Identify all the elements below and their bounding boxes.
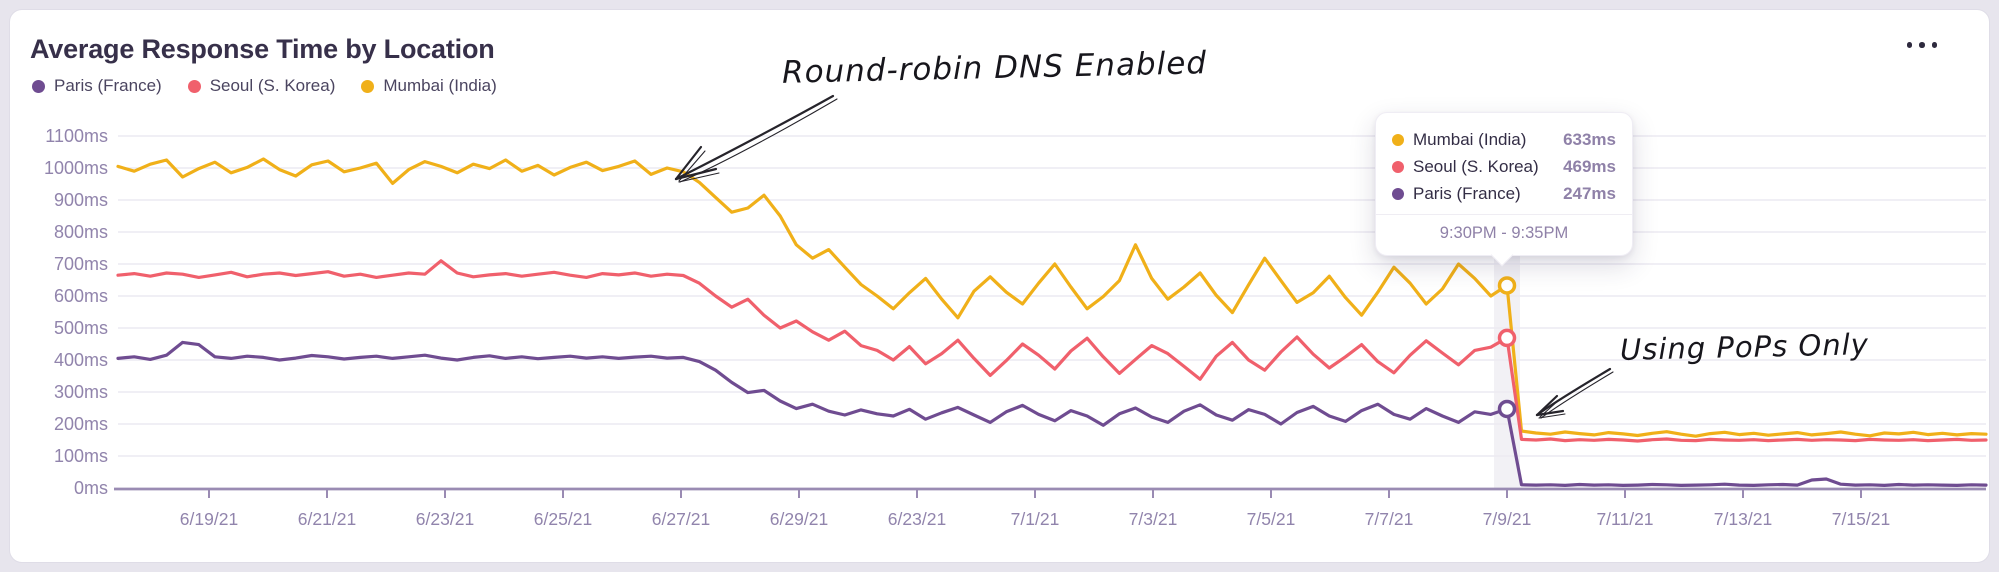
legend-label-mumbai: Mumbai (India): [383, 76, 497, 95]
annotation-arrow-dns-icon: [674, 94, 838, 183]
x-axis-tick-label: 6/29/21: [770, 509, 828, 529]
tooltip-divider: [1376, 214, 1632, 215]
y-axis-tick-label: 300ms: [54, 382, 108, 402]
more-options-button[interactable]: [1901, 36, 1944, 54]
x-axis-tick-label: 7/11/21: [1596, 509, 1653, 529]
tooltip-row-paris: Paris (France) 247ms: [1392, 180, 1616, 207]
x-axis-tick-label: 7/15/21: [1832, 509, 1890, 529]
tooltip-series-name: Seoul (S. Korea): [1413, 156, 1539, 176]
ellipsis-icon: [1931, 42, 1937, 48]
chart-tooltip: Mumbai (India) 633ms Seoul (S. Korea) 46…: [1375, 112, 1633, 267]
series-line-paris-france-[interactable]: [116, 340, 1988, 487]
tooltip-time-range: 9:30PM - 9:35PM: [1439, 224, 1569, 242]
y-axis-tick-label: 800ms: [54, 222, 108, 242]
legend-item-mumbai[interactable]: Mumbai (India): [361, 76, 497, 96]
x-axis-tick-label: 6/21/21: [298, 509, 356, 529]
tooltip-series-value: 469ms: [1563, 156, 1616, 176]
y-axis-tick-label: 0ms: [74, 478, 108, 498]
tooltip-dot-mumbai-icon: [1392, 133, 1404, 146]
y-axis-tick-label: 200ms: [54, 414, 108, 434]
x-axis-tick-label: 6/23/21: [888, 509, 946, 529]
x-axis-tick-label: 7/7/21: [1365, 509, 1414, 529]
y-axis-tick-label: 600ms: [54, 286, 108, 306]
tooltip-row-mumbai: Mumbai (India) 633ms: [1392, 126, 1616, 153]
legend-dot-mumbai-icon: [361, 79, 375, 93]
x-axis-tick-label: 7/13/21: [1714, 509, 1772, 529]
legend-dot-paris-icon: [32, 79, 45, 93]
legend-label-seoul: Seoul (S. Korea): [209, 76, 336, 95]
series-line-seoul-s-korea-[interactable]: [116, 259, 1988, 443]
highlight-marker-mumbai-india-[interactable]: [1497, 276, 1517, 295]
ellipsis-icon: [1906, 42, 1912, 48]
highlight-marker-seoul-s-korea-[interactable]: [1497, 328, 1517, 348]
legend-dot-seoul-icon: [187, 79, 201, 93]
y-axis-tick-label: 900ms: [54, 190, 108, 210]
chart-title: Average Response Time by Location: [30, 34, 495, 64]
x-axis-tick-label: 7/9/21: [1483, 509, 1532, 529]
y-axis-tick-label: 100ms: [54, 446, 108, 466]
x-axis-tick-label: 6/19/21: [180, 509, 238, 529]
legend-item-paris[interactable]: Paris (France): [32, 76, 162, 96]
y-axis-tick-label: 500ms: [54, 318, 108, 338]
x-axis-tick-label: 6/27/21: [652, 509, 710, 529]
tooltip-dot-paris-icon: [1392, 187, 1404, 200]
tooltip-row-seoul: Seoul (S. Korea) 469ms: [1392, 153, 1616, 180]
x-axis-tick-label: 7/3/21: [1129, 509, 1178, 529]
x-axis-tick-label: 7/5/21: [1247, 509, 1296, 529]
legend-item-seoul[interactable]: Seoul (S. Korea): [187, 76, 336, 96]
tooltip-series-value: 633ms: [1563, 129, 1616, 149]
series-line-mumbai-india-[interactable]: [116, 157, 1988, 438]
x-axis-tick-label: 6/23/21: [416, 509, 474, 529]
tooltip-dot-seoul-icon: [1392, 160, 1404, 173]
y-axis-tick-label: 1000ms: [44, 158, 108, 178]
annotation-arrow-pops-icon: [1535, 367, 1614, 419]
tooltip-series-name: Mumbai (India): [1413, 129, 1527, 149]
ellipsis-icon: [1919, 42, 1925, 48]
x-axis-tick-label: 7/1/21: [1011, 509, 1060, 529]
tooltip-series-value: 247ms: [1563, 183, 1616, 203]
highlight-marker-paris-france-[interactable]: [1497, 399, 1517, 419]
legend-label-paris: Paris (France): [54, 76, 162, 95]
tooltip-series-name: Paris (France): [1413, 183, 1521, 203]
x-axis-tick-label: 6/25/21: [534, 509, 592, 529]
chart-legend: Paris (France) Seoul (S. Korea) Mumbai (…: [32, 76, 497, 96]
y-axis-tick-label: 1100ms: [45, 126, 108, 146]
y-axis-tick-label: 700ms: [54, 254, 108, 274]
y-axis-tick-label: 400ms: [54, 350, 108, 370]
